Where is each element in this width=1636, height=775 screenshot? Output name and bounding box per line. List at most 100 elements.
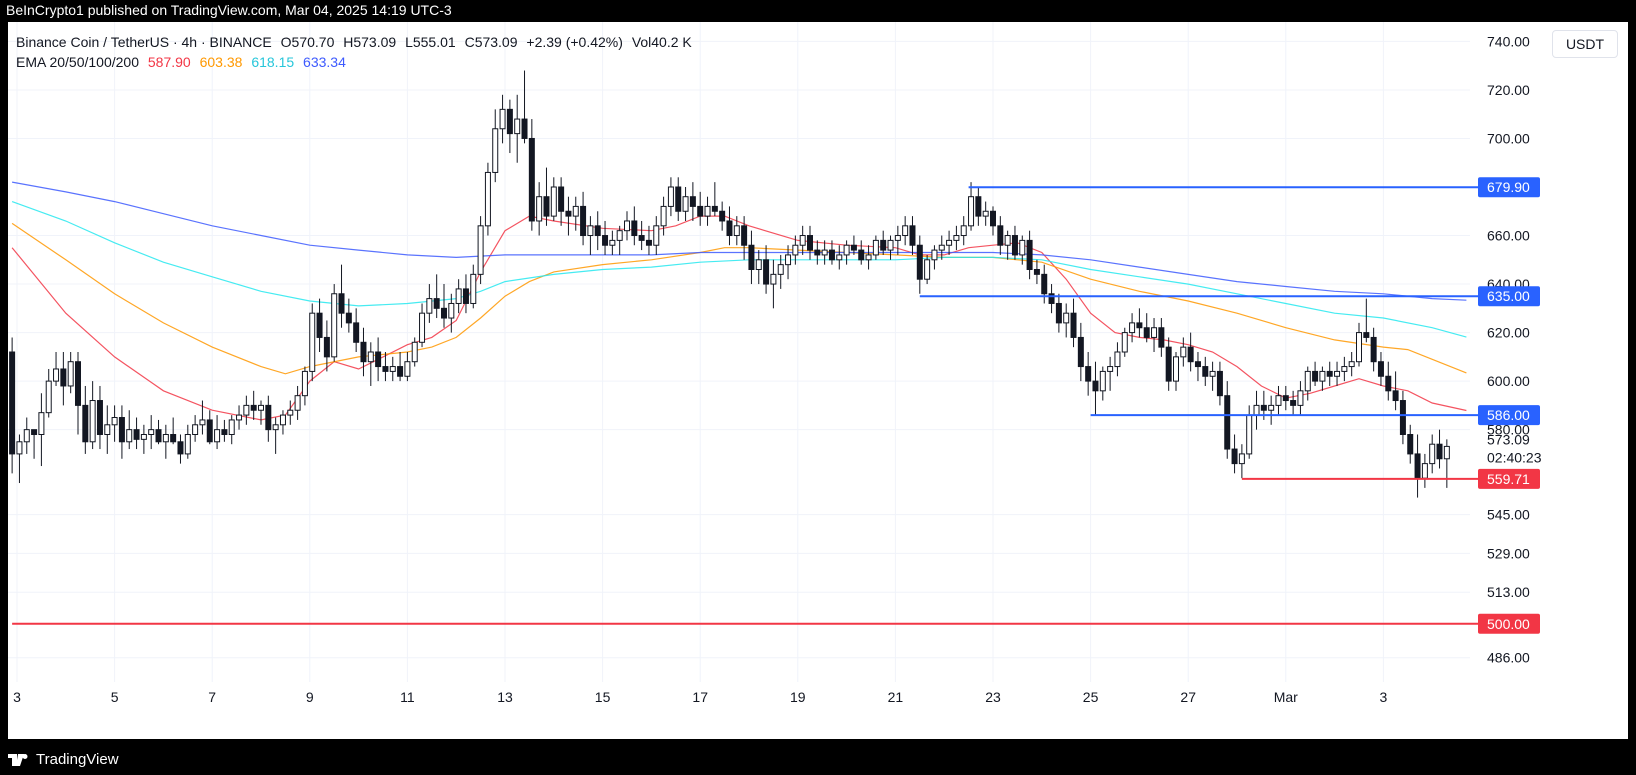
candle-body: [1077, 336, 1084, 368]
candle-body: [23, 429, 30, 443]
candle: [184, 424, 191, 459]
candle-body: [1151, 327, 1158, 338]
candle: [938, 235, 945, 260]
candle: [565, 196, 572, 236]
price-tick-label: 580.00: [1487, 422, 1530, 438]
candle-body: [916, 244, 923, 280]
candle-body: [272, 424, 279, 431]
candle: [1407, 424, 1414, 464]
candle-body: [880, 239, 887, 251]
candle: [807, 225, 813, 260]
candle: [118, 405, 125, 459]
candle: [1048, 284, 1055, 314]
candle-body: [1114, 351, 1121, 368]
price-chart[interactable]: 740.00720.00700.00660.00640.00620.00600.…: [8, 22, 1628, 739]
candle: [924, 254, 931, 285]
candle-body: [565, 210, 572, 217]
candle: [1421, 453, 1428, 488]
candle-body: [909, 225, 916, 246]
candle-body: [140, 434, 147, 440]
candle: [850, 235, 857, 255]
candle: [1041, 264, 1048, 304]
candle: [902, 216, 909, 246]
candle-body: [667, 186, 674, 207]
candle: [67, 352, 74, 394]
candle-body: [675, 186, 682, 212]
candle: [536, 182, 543, 236]
candle: [462, 274, 469, 314]
candle-body: [506, 108, 513, 135]
candle-body: [938, 244, 945, 251]
ema-line: [11, 201, 1467, 338]
tradingview-logo-icon[interactable]: [8, 753, 30, 766]
candle: [96, 385, 103, 450]
candle: [192, 415, 199, 442]
candle: [711, 182, 718, 217]
candle-body: [924, 259, 931, 280]
candle: [375, 337, 382, 382]
ema-line: [11, 222, 1467, 375]
candle-body: [1356, 332, 1362, 363]
candle: [609, 230, 616, 255]
candle: [631, 206, 638, 246]
candle-body: [411, 341, 418, 363]
symbol-row: Binance Coin / TetherUS · 4h · BINANCE O…: [16, 32, 697, 52]
currency-button[interactable]: USDT: [1552, 30, 1618, 58]
candle-body: [184, 434, 191, 455]
candle-body: [309, 312, 316, 372]
candle: [1377, 352, 1384, 386]
candle: [1209, 361, 1216, 391]
price-level-tag-label: 635.00: [1487, 288, 1530, 304]
candle-body: [1033, 269, 1040, 275]
candle: [484, 162, 491, 236]
candle-body: [1297, 390, 1304, 406]
candle: [653, 216, 660, 255]
candle-body: [1194, 361, 1201, 368]
candle: [250, 390, 257, 420]
candle: [104, 405, 111, 454]
price-tags: 679.90 635.00 586.00 559.71 500.00 573.09 02:4…: [1478, 177, 1542, 634]
price-tick-label: 740.00: [1487, 33, 1530, 49]
candle-body: [1187, 346, 1194, 363]
ema-label[interactable]: EMA 20/50/100/200: [16, 54, 139, 70]
candle-body: [331, 293, 338, 358]
candle: [389, 356, 396, 382]
candle: [214, 415, 221, 450]
candle: [1290, 390, 1297, 416]
price-tick-label: 620.00: [1487, 325, 1530, 341]
candle: [755, 250, 762, 285]
candle-body: [1319, 370, 1326, 382]
footer-brand[interactable]: TradingView: [36, 750, 119, 768]
time-tick-label: 7: [208, 689, 216, 705]
candle-body: [484, 171, 491, 227]
candle-body: [1334, 370, 1341, 377]
candle-body: [770, 273, 777, 285]
candle-body: [616, 230, 623, 241]
candle-body: [199, 419, 206, 426]
candle: [946, 230, 953, 255]
candle: [865, 245, 872, 270]
candle-body: [258, 404, 264, 411]
candle-body: [279, 414, 286, 426]
candle: [660, 196, 667, 236]
candle-body: [162, 434, 169, 443]
price-level-tag-label: 559.71: [1487, 471, 1530, 487]
candle: [1165, 337, 1172, 391]
candle: [294, 385, 301, 420]
candle-body: [1173, 356, 1179, 382]
candle-body: [953, 235, 960, 241]
candle-body: [1312, 370, 1319, 382]
candle-body: [711, 205, 718, 212]
candle-body: [894, 235, 901, 241]
candle: [236, 405, 243, 430]
candle: [638, 220, 645, 251]
candle: [792, 235, 799, 265]
candle-body: [821, 249, 828, 256]
candle-body: [653, 225, 660, 246]
ema-row: EMA 20/50/100/200 587.90 603.38 618.15 6…: [16, 52, 697, 72]
price-level-tag: 679.90: [1478, 177, 1540, 198]
candle-body: [133, 429, 140, 440]
price-level-tag: 635.00: [1478, 286, 1540, 307]
symbol-name[interactable]: Binance Coin / TetherUS · 4h · BINANCE: [16, 34, 272, 50]
candle: [558, 177, 565, 226]
